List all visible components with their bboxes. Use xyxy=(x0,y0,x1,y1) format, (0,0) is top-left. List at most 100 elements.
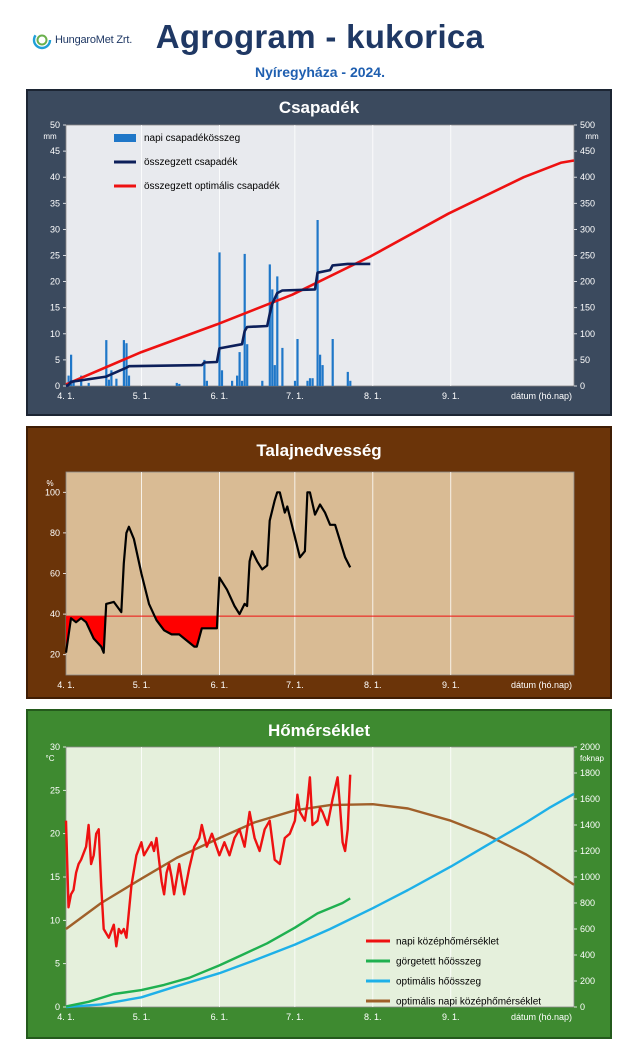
precipitation-bar xyxy=(70,354,73,386)
precipitation-bar xyxy=(281,347,284,386)
x-tick-label: 8. 1. xyxy=(364,391,382,401)
logo-text: HungaroMet Zrt. xyxy=(55,34,133,46)
y-right-tick-label: 200 xyxy=(580,976,595,986)
soil-moisture-chart: Talajnedvesség 4. 1. 5. 1. 6. 1. 7. 1. 8. 1. 9… xyxy=(45,441,575,690)
y-right-tick-label: 150 xyxy=(580,303,595,313)
y-left-tick-label: 5 xyxy=(55,959,60,969)
precipitation-bar xyxy=(231,380,234,386)
x-tick-label: 8. 1. xyxy=(364,680,382,690)
hungaromet-logo-icon xyxy=(32,30,52,50)
y-left-tick-label: 35 xyxy=(50,198,60,208)
precipitation-bar xyxy=(105,340,108,386)
cumulative-line xyxy=(65,262,371,388)
x-tick-label: 6. 1. xyxy=(211,391,229,401)
legend-label: napi csapadékösszeg xyxy=(144,133,240,144)
x-tick-label: 9. 1. xyxy=(442,680,460,690)
y-right-tick-label: 100 xyxy=(580,329,595,339)
optimal-cumulative-line xyxy=(65,159,575,386)
y-left-tick-label: 45 xyxy=(50,146,60,156)
y-right-tick-label: 1200 xyxy=(580,846,600,856)
y-right-tick-label: 0 xyxy=(580,1002,585,1012)
precipitation-bar xyxy=(296,339,299,386)
precipitation-bar xyxy=(72,380,75,386)
precipitation-bar xyxy=(321,365,324,386)
precipitation-bar xyxy=(125,343,128,386)
y-right-tick-label: 450 xyxy=(580,146,595,156)
precipitation-bar xyxy=(127,375,131,386)
y-right-tick-label: 1400 xyxy=(580,820,600,830)
hungaromet-logo: HungaroMet Zrt. xyxy=(32,28,132,52)
y-right-tick-label: 500 xyxy=(580,120,595,130)
y-left-unit: mm xyxy=(43,132,57,141)
y-left-tick-label: 40 xyxy=(50,172,60,182)
legend-label: optimális hőösszeg xyxy=(396,977,481,988)
legend-label: optimális napi középhőmérséklet xyxy=(396,997,541,1008)
precipitation-bar xyxy=(236,375,239,386)
x-tick-label: 9. 1. xyxy=(442,1012,460,1022)
y-left-tick-label: 10 xyxy=(50,329,60,339)
x-axis-label: dátum (hó.nap) xyxy=(511,680,572,690)
precipitation-bar xyxy=(67,375,70,386)
precipitation-bar xyxy=(268,264,271,386)
y-right-tick-label: 0 xyxy=(580,381,585,391)
x-tick-label: 4. 1. xyxy=(57,1012,75,1022)
y-left-tick-label: 80 xyxy=(50,528,60,538)
y-left-tick-label: 30 xyxy=(50,742,60,752)
page-title: Agrogram - kukorica xyxy=(155,18,485,55)
soil-moisture-panel: Talajnedvesség 4. 1. 5. 1. 6. 1. 7. 1. 8. 1. 9… xyxy=(26,426,612,699)
y-left-tick-label: 60 xyxy=(50,569,60,579)
chart-title: Csapadék xyxy=(279,98,360,117)
x-tick-label: 7. 1. xyxy=(286,680,304,690)
y-right-tick-label: 300 xyxy=(580,224,595,234)
y-left-tick-label: 30 xyxy=(50,224,60,234)
precipitation-bar xyxy=(205,380,208,386)
chart-title: Talajnedvesség xyxy=(256,441,381,460)
y-left-tick-label: 25 xyxy=(50,785,60,795)
y-right-tick-label: 1000 xyxy=(580,872,600,882)
precipitation-bar xyxy=(319,354,322,386)
precipitation-bar xyxy=(218,252,221,386)
precipitation-bar xyxy=(308,378,312,386)
precipitation-bar xyxy=(306,380,309,386)
y-right-tick-label: 800 xyxy=(580,898,595,908)
y-left-tick-label: 40 xyxy=(50,609,60,619)
y-left-unit: °C xyxy=(46,754,55,763)
x-axis-label: dátum (hó.nap) xyxy=(511,391,572,401)
x-tick-label: 4. 1. xyxy=(57,391,75,401)
x-tick-label: 7. 1. xyxy=(286,391,304,401)
y-left-tick-label: 20 xyxy=(50,650,60,660)
precipitation-bar xyxy=(271,289,274,386)
y-left-tick-label: 5 xyxy=(55,355,60,365)
plot-area xyxy=(65,746,575,1008)
precipitation-bar xyxy=(316,220,319,386)
x-tick-label: 5. 1. xyxy=(133,391,151,401)
precipitation-bar xyxy=(293,380,297,386)
legend-swatch-bars xyxy=(114,134,136,142)
precipitation-bar xyxy=(349,380,352,386)
y-right-unit: foknap xyxy=(580,754,605,763)
precipitation-bar xyxy=(107,379,110,386)
y-left-unit: % xyxy=(46,479,53,488)
daily-temp-line xyxy=(64,774,352,948)
precipitation-bar xyxy=(346,371,349,386)
y-left-tick-label: 50 xyxy=(50,120,60,130)
precipitation-bar xyxy=(243,253,246,386)
y-left-tick-label: 15 xyxy=(50,872,60,882)
soil-moisture-line xyxy=(64,491,352,654)
y-left-tick-label: 0 xyxy=(55,1002,60,1012)
precipitation-bar xyxy=(220,370,224,386)
precipitation-panel: Csapadék 4. 1. 5. 1. 6. 1. 7. 1. 8. 1. 9. 1. dá… xyxy=(26,89,612,416)
temperature-panel: Hőmérséklet 4. 1. 5. 1. 6. 1. 7. 1. 8. 1. 9. 1… xyxy=(26,709,612,1039)
x-tick-label: 5. 1. xyxy=(133,1012,151,1022)
x-tick-label: 4. 1. xyxy=(57,680,75,690)
legend-label: napi középhőmérséklet xyxy=(396,937,499,948)
y-right-tick-label: 50 xyxy=(580,355,590,365)
precipitation-chart: Csapadék 4. 1. 5. 1. 6. 1. 7. 1. 8. 1. 9. 1. dá… xyxy=(43,98,599,401)
y-left-tick-label: 10 xyxy=(50,915,60,925)
x-tick-label: 8. 1. xyxy=(364,1012,382,1022)
temperature-chart: Hőmérséklet 4. 1. 5. 1. 6. 1. 7. 1. 8. 1. 9. 1… xyxy=(46,721,605,1022)
y-left-tick-label: 100 xyxy=(45,487,60,497)
y-right-tick-label: 2000 xyxy=(580,742,600,752)
legend-label: görgetett hőösszeg xyxy=(396,957,481,968)
x-tick-label: 7. 1. xyxy=(286,1012,304,1022)
